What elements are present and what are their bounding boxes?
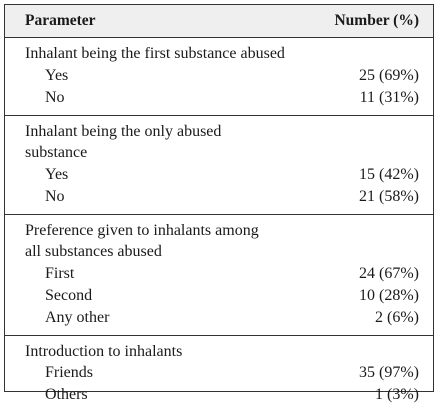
table-row: No 21 (58%) [25, 186, 419, 208]
row-value: 25 (69%) [359, 65, 419, 87]
row-value: 24 (67%) [359, 263, 419, 285]
group-introduction: Introduction to inhalants Friends 35 (97… [5, 336, 433, 412]
row-label: No [25, 186, 65, 208]
table-row: Second 10 (28%) [25, 285, 419, 307]
data-table: Parameter Number (%) Inhalant being the … [4, 4, 434, 392]
row-value: 15 (42%) [359, 164, 419, 186]
header-number: Number (%) [334, 12, 419, 30]
row-value: 10 (28%) [359, 285, 419, 307]
row-value: 35 (97%) [359, 362, 419, 384]
table-row: Yes 25 (69%) [25, 65, 419, 87]
row-value: 2 (6%) [375, 307, 419, 329]
group-title-continued: substance [25, 142, 419, 164]
row-label: Second [25, 285, 92, 307]
group-title: Inhalant being the only abused [25, 121, 419, 143]
row-label: Friends [25, 362, 93, 384]
group-title-continued: all substances abused [25, 241, 419, 263]
group-title: Inhalant being the first substance abuse… [25, 43, 419, 65]
table-row: Yes 15 (42%) [25, 164, 419, 186]
row-label: Yes [25, 65, 68, 87]
row-value: 21 (58%) [359, 186, 419, 208]
table-row: Friends 35 (97%) [25, 362, 419, 384]
row-label: Yes [25, 164, 68, 186]
group-title: Introduction to inhalants [25, 341, 419, 363]
table-row: First 24 (67%) [25, 263, 419, 285]
group-only-substance: Inhalant being the only abused substance… [5, 116, 433, 215]
group-title: Preference given to inhalants among [25, 220, 419, 242]
row-value: 11 (31%) [360, 87, 419, 109]
row-label: First [25, 263, 74, 285]
header-parameter: Parameter [25, 12, 96, 30]
table-row: No 11 (31%) [25, 87, 419, 109]
group-first-substance: Inhalant being the first substance abuse… [5, 38, 433, 116]
row-label: No [25, 87, 65, 109]
table-row: Any other 2 (6%) [25, 307, 419, 329]
row-label: Any other [25, 307, 109, 329]
table-header: Parameter Number (%) [5, 5, 433, 38]
group-preference: Preference given to inhalants among all … [5, 215, 433, 336]
